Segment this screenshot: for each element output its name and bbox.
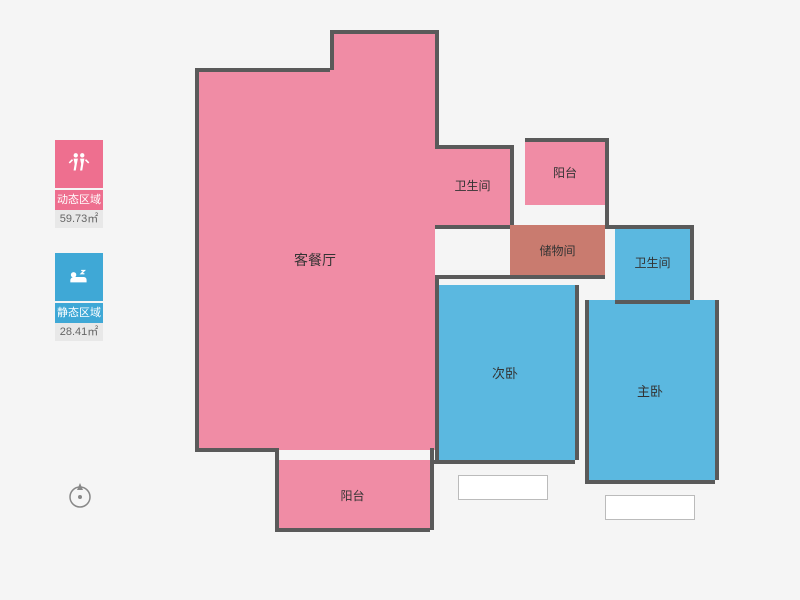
room-bed2: 次卧 <box>435 285 575 460</box>
room-living: 客餐厅 <box>195 70 435 450</box>
wall <box>575 285 579 460</box>
room-balcony_s: 阳台 <box>275 460 430 530</box>
wall <box>605 138 609 225</box>
room-label: 卫生间 <box>454 177 490 194</box>
wall <box>525 138 605 142</box>
wall <box>275 448 279 530</box>
room-label: 阳台 <box>340 487 364 504</box>
wall <box>435 225 510 229</box>
wall <box>275 528 430 532</box>
wall <box>715 300 719 480</box>
wall <box>435 275 439 460</box>
wall <box>435 30 439 145</box>
room-label: 阳台 <box>553 164 577 181</box>
legend: 动态区域 59.73㎡ 静态区域 28.41㎡ <box>55 140 115 366</box>
room-balcony_n: 阳台 <box>525 140 605 205</box>
room-bath1: 卫生间 <box>435 145 510 225</box>
wall <box>195 68 330 72</box>
wall <box>585 480 715 484</box>
legend-dynamic-label: 动态区域 <box>55 190 103 210</box>
room-label: 次卧 <box>492 363 518 382</box>
legend-static-value: 28.41㎡ <box>55 323 103 341</box>
compass-icon <box>65 480 95 510</box>
room-bed1: 主卧 <box>585 300 715 480</box>
people-icon <box>55 140 103 188</box>
room-label: 储物间 <box>539 242 575 259</box>
legend-static: 静态区域 28.41㎡ <box>55 253 115 341</box>
sleep-icon <box>55 253 103 301</box>
wall <box>510 145 514 225</box>
window <box>605 495 695 520</box>
wall <box>585 300 589 480</box>
wall <box>195 68 199 450</box>
room-bath2: 卫生间 <box>615 225 690 300</box>
room-label: 客餐厅 <box>294 250 336 270</box>
legend-dynamic-value: 59.73㎡ <box>55 210 103 228</box>
wall <box>690 225 694 300</box>
floorplan: 厨房客餐厅卫生间阳台储物间卫生间次卧主卧阳台 <box>180 30 720 570</box>
room-label: 主卧 <box>637 381 663 400</box>
wall <box>435 145 510 149</box>
wall <box>605 225 690 229</box>
legend-dynamic: 动态区域 59.73㎡ <box>55 140 115 228</box>
wall <box>430 460 575 464</box>
window <box>458 475 548 500</box>
wall <box>615 300 690 304</box>
wall <box>195 448 275 452</box>
legend-static-label: 静态区域 <box>55 303 103 323</box>
wall <box>330 30 334 70</box>
room-storage: 储物间 <box>510 225 605 275</box>
wall <box>330 30 435 34</box>
room-label: 卫生间 <box>634 254 670 271</box>
wall <box>435 275 605 279</box>
